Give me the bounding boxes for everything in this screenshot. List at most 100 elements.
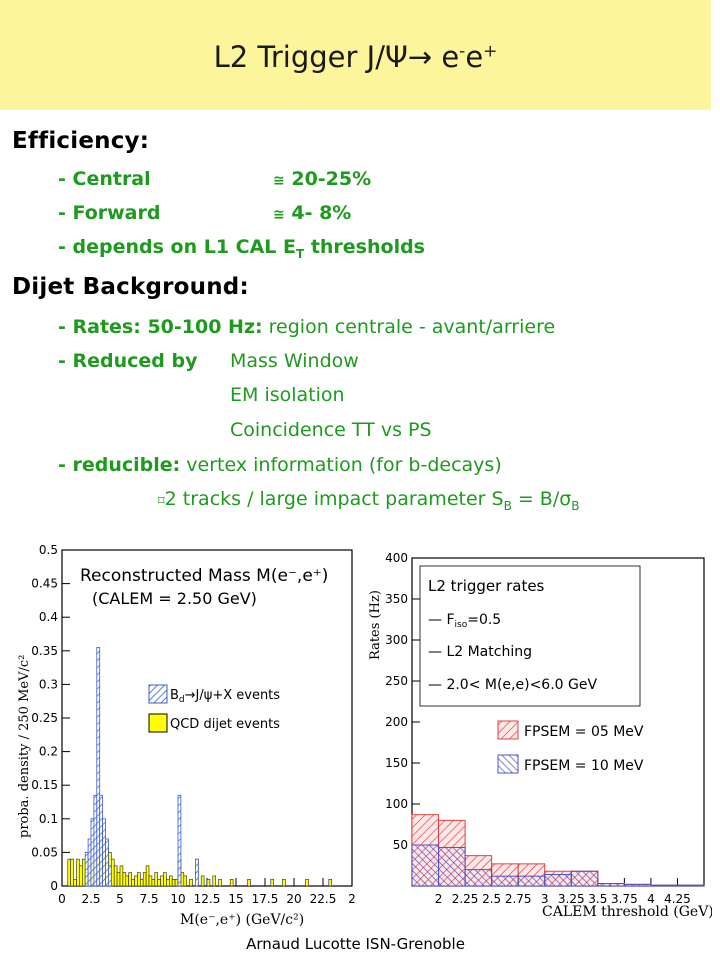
x-tick-label: 2.5 [482,892,501,906]
dijet-bar [125,875,130,887]
dijet-bar [163,872,167,887]
slide-title: L2 Trigger J/Ψ→ e-e+ [213,40,498,74]
dijet-bar [119,865,124,887]
dijet-bar [160,875,164,887]
rate-bar-10mev [623,883,652,887]
dijet-bar [154,872,159,887]
dijet-bar [122,872,127,887]
dijet-bar [180,872,185,887]
dijet-bar [171,878,176,887]
signal-bar [87,838,92,887]
legend-swatch-signal [148,684,168,704]
dijet-bar [218,878,222,887]
dijet-bar [142,872,147,887]
rates-line: - Rates: 50-100 Hz: region centrale - av… [58,316,556,338]
rate-bar-10mev [597,883,625,887]
signal-bar [84,851,89,887]
dijet-bar [157,878,161,887]
y-tick-label: 300 [385,633,408,647]
y-tick-label: 0.05 [31,845,58,859]
signal-bar [194,858,199,887]
rates-line-matching: — L2 Matching [428,644,532,660]
y-tick-label: 0.45 [31,577,58,591]
rates-info-box [419,565,641,707]
x-tick-label: 17.5 [252,892,279,906]
rate-bar-10mev [491,875,519,887]
x-tick-label: 10 [170,892,185,906]
dijet-bar [206,878,211,887]
y-tick-label: 0.1 [39,812,58,826]
mass-plot-ylabel: proba. density / 250 MeV/c² [17,655,32,838]
reduced-label: - Reduced by [58,350,198,372]
signal-bar [177,794,182,887]
dijet-bar [212,875,217,887]
rate-bar-10mev [438,846,466,887]
dijet-bar [131,878,135,887]
legend-label-signal: Bd→J/ψ+X events [170,688,280,705]
y-tick-label: 0.2 [39,745,58,759]
x-tick-label: 15 [228,892,243,906]
mass-plot-xlabel: M(e⁻,e⁺) (GeV/c²) [180,912,304,928]
dijet-bar [67,858,72,887]
dijet-bar [148,875,153,887]
tracks-line: ⌑2 tracks / large impact parameter SB = … [158,488,580,513]
reduced-item-coincidence: Coincidence TT vs PS [230,419,432,441]
footer-credit: Arnaud Lucotte ISN-Grenoble [246,935,465,953]
x-tick-label: 20 [286,892,301,906]
x-tick-label: 12.5 [194,892,221,906]
rate-bar-10mev [676,884,705,887]
dijet-bar [189,878,193,887]
dijet-bar [113,865,118,887]
x-tick-label: 3.75 [611,892,638,906]
rates-line-mass: — 2.0< M(e,e)<6.0 GeV [428,677,597,693]
dijet-bar [79,865,83,887]
y-tick-label: 100 [385,797,408,811]
dijet-bar [328,878,332,887]
rate-bar-10mev [650,884,678,887]
x-tick-label: 22.5 [310,892,337,906]
y-tick-label: 0.5 [39,543,58,557]
x-tick-label: 7.5 [139,892,158,906]
y-tick-label: 0 [50,879,58,893]
y-tick-label: 150 [385,756,408,770]
x-tick-label: 2 [348,892,356,906]
x-tick-label: 2.25 [452,892,479,906]
bullet-icon: ⌑ [158,494,165,509]
dijet-bar [151,878,156,887]
legend-label-10mev: FPSEM = 10 MeV [524,758,644,774]
dijet-bar [73,878,77,887]
mass-histogram: 0 0.05 0.1 0.15 0.2 0.25 0.3 0.35 0.4 0.45 0.5 0 2.… [17,543,356,928]
signal-bar [93,794,98,887]
dijet-bar [174,878,179,887]
mass-plot-subtitle: (CALEM = 2.50 GeV) [92,589,257,608]
legend-label-dijet: QCD dijet events [170,717,280,732]
rates-histogram: 50 100 150 200 250 300 350 400 2 2.25 2.5 2.75 3 3.2… [368,551,712,920]
x-tick-label: 3.25 [558,892,585,906]
efficiency-forward-value: ≅ 4- 8% [273,202,352,224]
x-tick-label: 4 [647,892,655,906]
efficiency-forward-label: - Forward [58,202,161,224]
dijet-bar [183,875,188,887]
legend-label-05mev: FPSEM = 05 MeV [524,724,644,740]
y-tick-label: 0.35 [31,644,58,658]
dijet-bar [247,878,251,887]
legend-swatch-dijet [148,713,168,733]
dijet-bar [82,858,86,887]
legend-swatch-10mev [497,754,519,774]
y-tick-label: 200 [385,715,408,729]
y-tick-label: 50 [393,838,408,852]
background-heading: Dijet Background: [12,274,249,300]
rate-bar-10mev [464,869,493,887]
x-tick-label: 2.5 [81,892,100,906]
rates-plot-ylabel: Rates (Hz) [368,590,383,660]
y-tick-label: 350 [385,592,408,606]
y-tick-label: 400 [385,551,408,565]
dijet-bar [137,872,141,887]
dijet-bar [169,875,173,887]
signal-bar [99,794,103,887]
signal-bar [105,838,109,887]
rates-plot-xlabel: CALEM threshold (GeV) [542,904,712,920]
dijet-bar [134,875,138,887]
x-tick-label: 4.25 [664,892,691,906]
rate-bar-10mev [544,874,572,887]
